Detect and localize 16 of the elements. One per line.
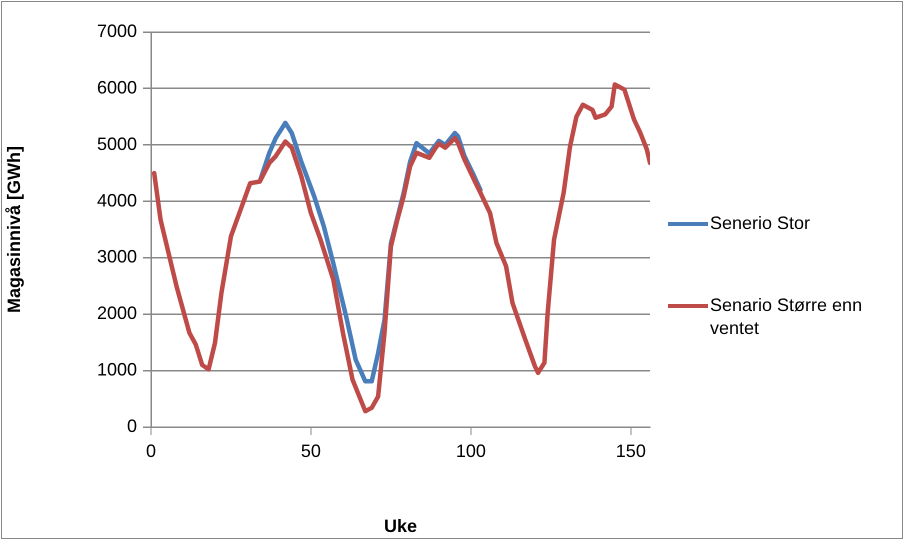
- y-axis-title: Magasinnivå [GWh]: [4, 146, 24, 314]
- x-tick-label: 150: [616, 440, 646, 461]
- x-axis-title: Uke: [384, 516, 418, 536]
- y-tick-label: 1000: [96, 360, 137, 380]
- y-tick-label: 2000: [96, 303, 137, 324]
- y-tick-label: 4000: [96, 190, 137, 210]
- legend-label: Senario Større enn ventet: [710, 294, 864, 340]
- y-tick-label: 3000: [96, 246, 137, 267]
- y-tick-label: 0: [126, 416, 137, 436]
- legend-label: Senerio Stor: [710, 212, 812, 235]
- x-tick-label: 100: [456, 440, 486, 461]
- y-tick-label: 5000: [96, 134, 137, 154]
- x-tick-label: 50: [300, 440, 321, 461]
- x-tick-label: 0: [146, 440, 156, 461]
- y-tick-label: 7000: [96, 20, 137, 41]
- y-tick-label: 6000: [96, 77, 137, 98]
